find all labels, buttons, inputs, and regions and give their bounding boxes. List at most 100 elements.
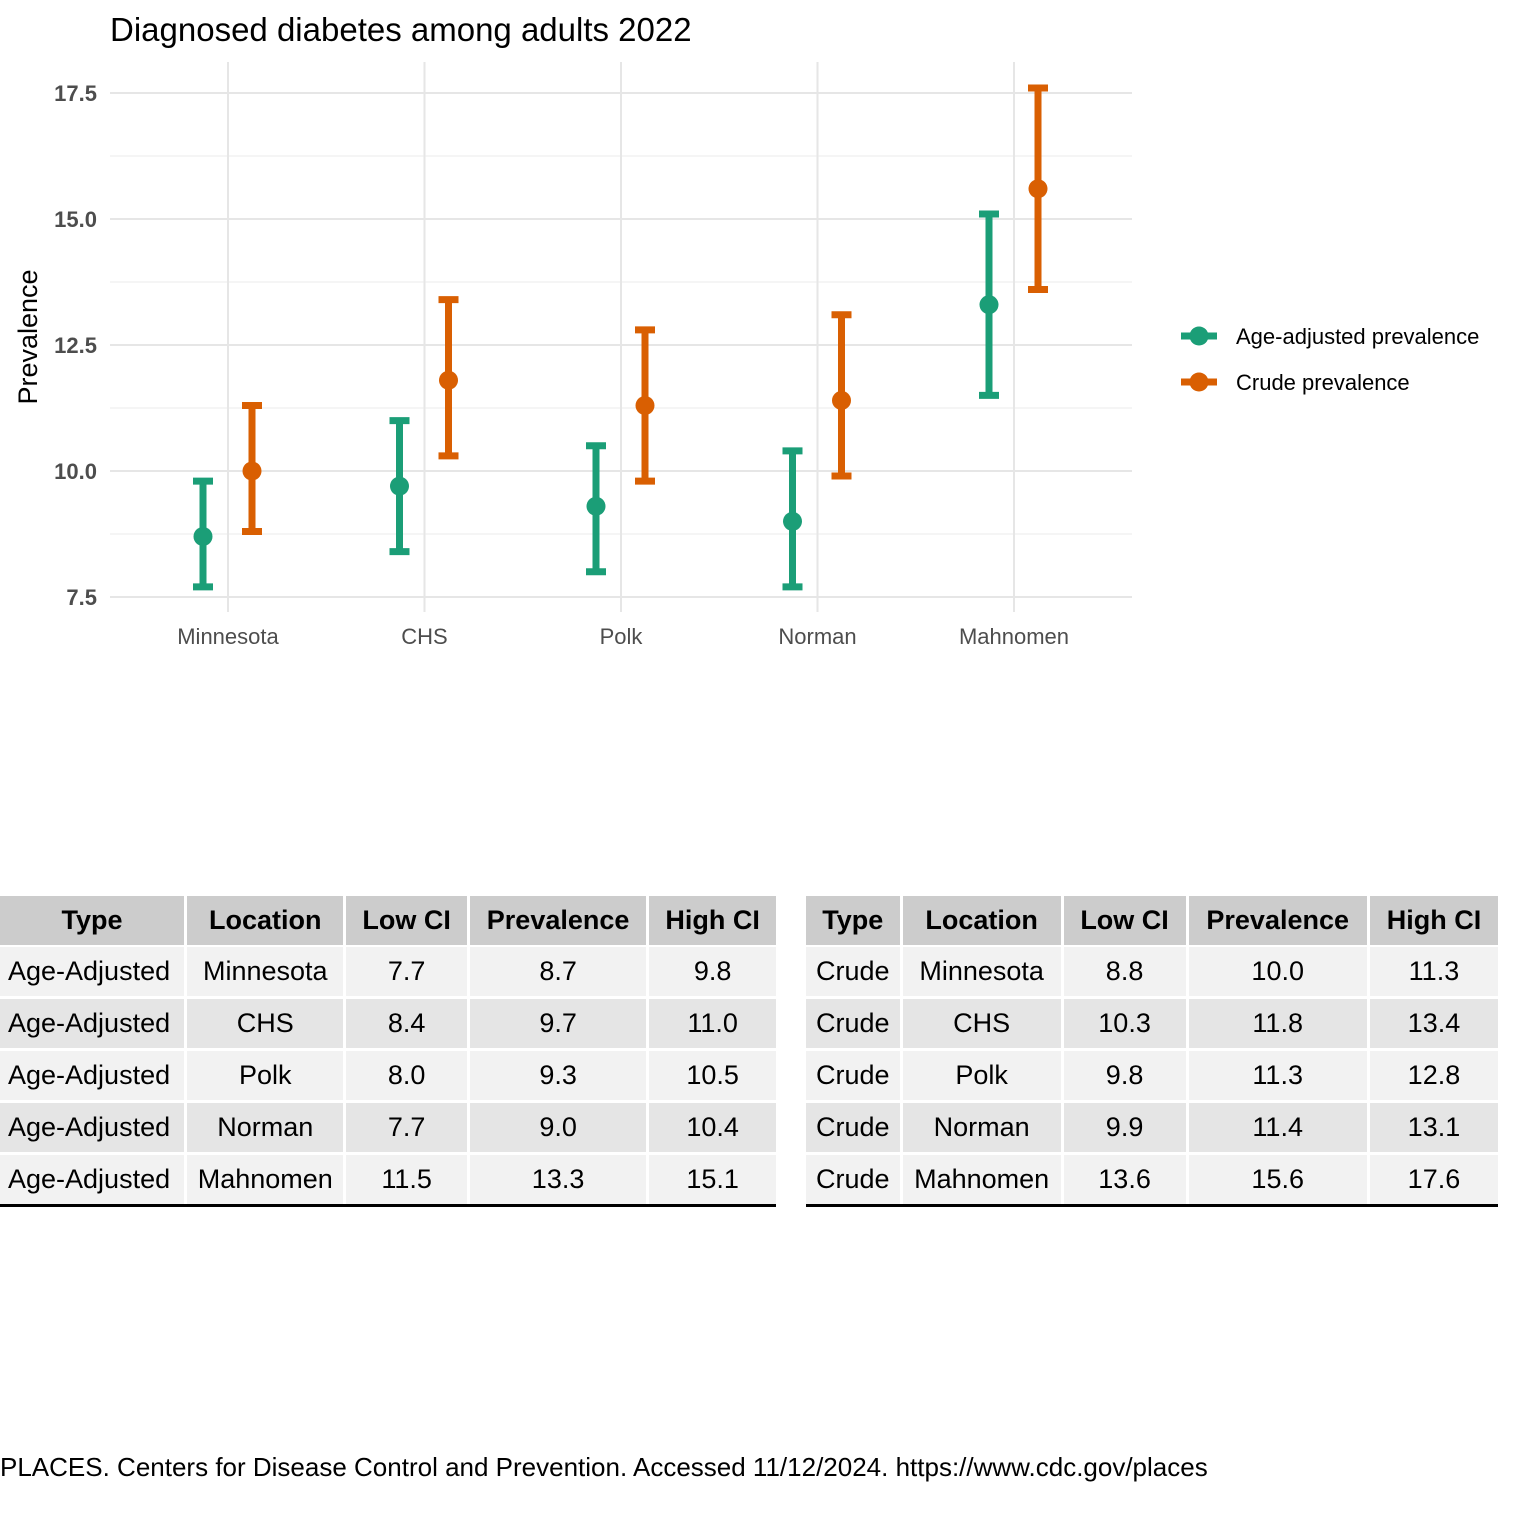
table-cell: Minnesota — [901, 946, 1064, 999]
column-header: Type — [806, 896, 903, 947]
table-row: Crude Mahnomen 13.6 15.6 17.6 — [806, 1153, 1498, 1207]
table-cell: 11.0 — [647, 997, 776, 1051]
table-cell: CHS — [901, 997, 1064, 1051]
x-tick-label: CHS — [401, 624, 447, 649]
data-point — [1028, 179, 1048, 199]
table-cell: Age-Adjusted — [0, 997, 188, 1051]
table-cell: CHS — [185, 997, 347, 1051]
table-cell: 7.7 — [344, 946, 470, 999]
legend: Age-adjusted prevalence Crude prevalence — [1181, 324, 1479, 395]
column-header: Low CI — [344, 896, 470, 947]
table-cell: 9.7 — [468, 997, 650, 1051]
table-row: Age-Adjusted CHS 8.4 9.7 11.0 — [0, 997, 776, 1051]
data-point — [439, 370, 458, 390]
table-header-row: Type Location Low CI Prevalence High CI — [806, 896, 1498, 947]
legend-label: Age-adjusted prevalence — [1236, 324, 1479, 349]
table-cell: 11.5 — [344, 1153, 470, 1207]
table-row: Crude CHS 10.3 11.8 13.4 — [806, 997, 1498, 1051]
data-point — [390, 476, 409, 496]
column-header: High CI — [1368, 896, 1498, 947]
table-cell: 11.3 — [1368, 946, 1498, 999]
column-header: Prevalence — [1187, 896, 1370, 947]
table-cell: Age-Adjusted — [0, 946, 188, 999]
column-header: Location — [185, 896, 347, 947]
table-cell: Age-Adjusted — [0, 1153, 188, 1207]
series-crude — [242, 84, 1048, 535]
y-tick-label: 15.0 — [54, 207, 97, 232]
table-cell: Crude — [806, 1101, 903, 1155]
x-tick-label: Polk — [600, 624, 644, 649]
table-cell: Mahnomen — [185, 1153, 347, 1207]
table-cell: 9.9 — [1062, 1101, 1189, 1155]
table-cell: 8.4 — [344, 997, 470, 1051]
table-cell: Crude — [806, 1049, 903, 1103]
column-header: High CI — [647, 896, 776, 947]
column-header: Prevalence — [468, 896, 650, 947]
data-point — [832, 390, 851, 410]
column-header: Location — [901, 896, 1064, 947]
table-cell: 9.8 — [1062, 1049, 1189, 1103]
chart: Diagnosed diabetes among adults 2022 Pre… — [13, 11, 1479, 649]
x-tick-label: Minnesota — [177, 624, 279, 649]
table-cell: 15.6 — [1187, 1153, 1370, 1207]
column-header: Type — [0, 896, 188, 947]
table-cell: 8.7 — [468, 946, 650, 999]
table-cell: 8.0 — [344, 1049, 470, 1103]
table-cell: 13.3 — [468, 1153, 650, 1207]
table-row: Age-Adjusted Minnesota 7.7 8.7 9.8 — [0, 946, 776, 999]
table-cell: 13.1 — [1368, 1101, 1498, 1155]
table-cell: Crude — [806, 1153, 903, 1207]
table-cell: Minnesota — [185, 946, 347, 999]
legend-key-point — [1189, 372, 1209, 392]
data-point — [783, 511, 802, 531]
table-cell: 12.8 — [1368, 1049, 1498, 1103]
y-tick-label: 7.5 — [66, 585, 97, 610]
table-row: Age-Adjusted Mahnomen 11.5 13.3 15.1 — [0, 1153, 776, 1207]
crude-table: Type Location Low CI Prevalence High CI Crud… — [806, 896, 1498, 1207]
table-cell: 9.8 — [647, 946, 776, 999]
y-tick-label: 12.5 — [54, 333, 97, 358]
table-cell: 10.3 — [1062, 997, 1189, 1051]
data-point — [586, 496, 606, 516]
table-cell: 11.4 — [1187, 1101, 1370, 1155]
table-row: Crude Polk 9.8 11.3 12.8 — [806, 1049, 1498, 1103]
table-cell: Age-Adjusted — [0, 1101, 188, 1155]
table-row: Age-Adjusted Polk 8.0 9.3 10.5 — [0, 1049, 776, 1103]
table-row: Crude Minnesota 8.8 10.0 11.3 — [806, 946, 1498, 999]
table-cell: Norman — [185, 1101, 347, 1155]
data-point — [635, 395, 655, 415]
column-header: Low CI — [1062, 896, 1189, 947]
source-caption: PLACES. Centers for Disease Control and … — [0, 1452, 1208, 1482]
table-cell: 8.8 — [1062, 946, 1189, 999]
table-cell: Age-Adjusted — [0, 1049, 188, 1103]
table-cell: 11.8 — [1187, 997, 1370, 1051]
y-tick-label: 10.0 — [54, 459, 97, 484]
plot-area — [193, 84, 1048, 591]
table-cell: 9.3 — [468, 1049, 650, 1103]
table-cell: 9.0 — [468, 1101, 650, 1155]
table-cell: Crude — [806, 946, 903, 999]
table-cell: 17.6 — [1368, 1153, 1498, 1207]
table-cell: 13.6 — [1062, 1153, 1189, 1207]
table-cell: Norman — [901, 1101, 1064, 1155]
table-cell: 7.7 — [344, 1101, 470, 1155]
table-cell: 13.4 — [1368, 997, 1498, 1051]
y-axis-label: Prevalence — [13, 269, 43, 404]
y-axis-ticks: 7.5 10.0 12.5 15.0 17.5 — [54, 81, 97, 610]
legend-key-point — [1189, 326, 1209, 346]
table-cell: 10.0 — [1187, 946, 1370, 999]
table-cell: Crude — [806, 997, 903, 1051]
table-row: Age-Adjusted Norman 7.7 9.0 10.4 — [0, 1101, 776, 1155]
x-axis-ticks: Minnesota CHS Polk Norman Mahnomen — [177, 624, 1069, 649]
table-cell: 10.5 — [647, 1049, 776, 1103]
legend-label: Crude prevalence — [1236, 370, 1410, 395]
table-cell: 10.4 — [647, 1101, 776, 1155]
y-tick-label: 17.5 — [54, 81, 97, 106]
data-point — [193, 527, 213, 547]
table-cell: Polk — [901, 1049, 1064, 1103]
table-header-row: Type Location Low CI Prevalence High CI — [0, 896, 776, 947]
chart-title: Diagnosed diabetes among adults 2022 — [110, 11, 692, 48]
table-cell: 15.1 — [647, 1153, 776, 1207]
grid — [110, 62, 1132, 612]
table-cell: Mahnomen — [901, 1153, 1064, 1207]
